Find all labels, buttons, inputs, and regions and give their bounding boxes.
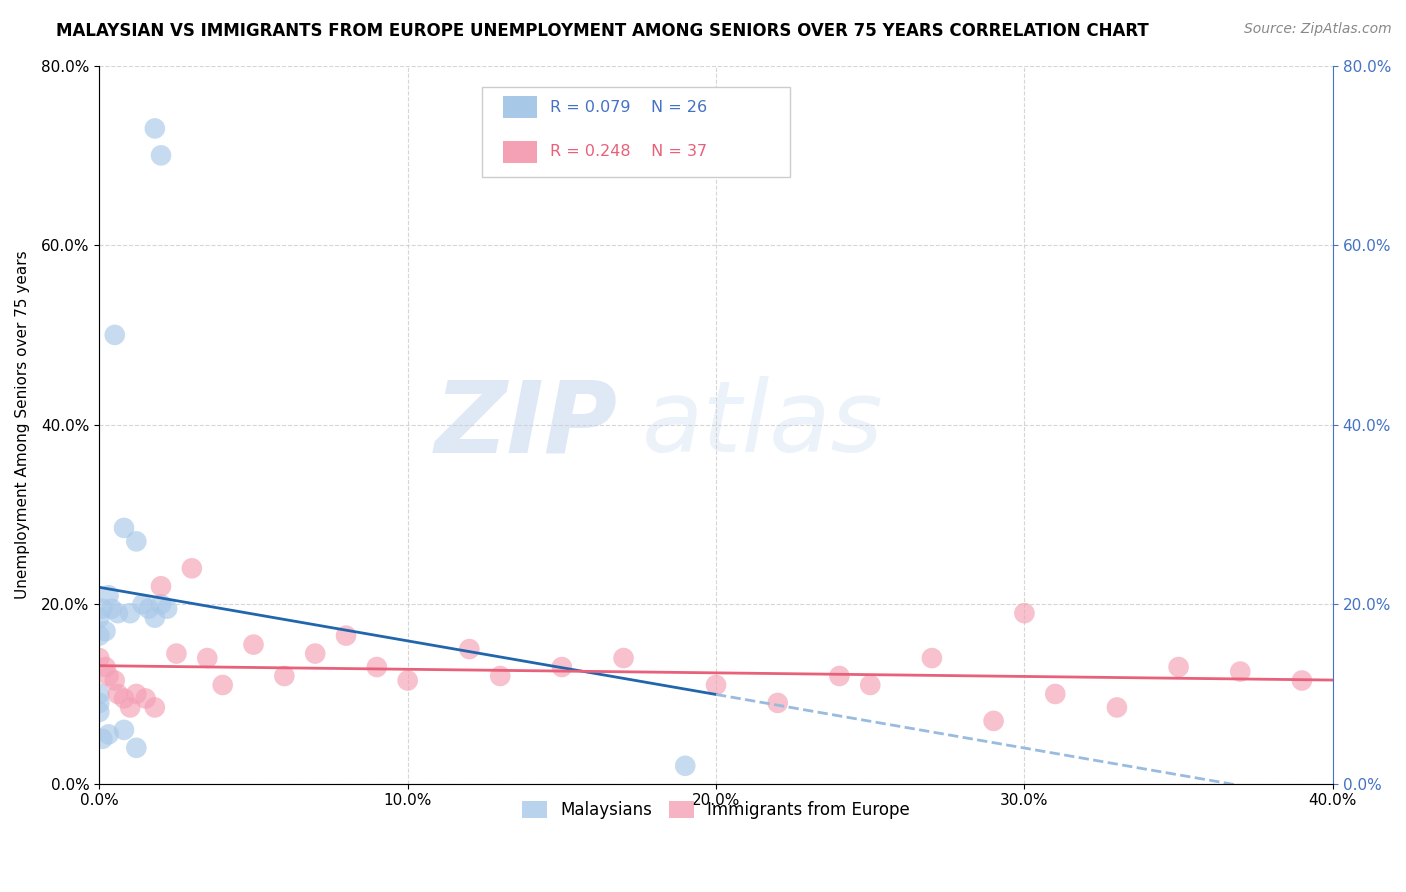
Point bbox=[89, 687, 111, 701]
Point bbox=[135, 691, 157, 706]
Point bbox=[125, 740, 148, 755]
Point bbox=[150, 579, 173, 593]
Point bbox=[150, 597, 173, 611]
Point bbox=[89, 696, 111, 710]
Point bbox=[704, 678, 727, 692]
Point bbox=[138, 601, 160, 615]
Point bbox=[89, 629, 111, 643]
Point bbox=[112, 521, 135, 535]
Point bbox=[104, 673, 127, 688]
Point bbox=[143, 700, 166, 714]
Point bbox=[112, 723, 135, 737]
Legend: Malaysians, Immigrants from Europe: Malaysians, Immigrants from Europe bbox=[516, 794, 917, 826]
Point bbox=[125, 687, 148, 701]
Point bbox=[143, 610, 166, 624]
Point bbox=[921, 651, 943, 665]
Point bbox=[150, 148, 173, 162]
Point bbox=[100, 601, 122, 615]
Point bbox=[1291, 673, 1313, 688]
Point bbox=[104, 327, 127, 342]
Point bbox=[273, 669, 295, 683]
Text: MALAYSIAN VS IMMIGRANTS FROM EUROPE UNEMPLOYMENT AMONG SENIORS OVER 75 YEARS COR: MALAYSIAN VS IMMIGRANTS FROM EUROPE UNEM… bbox=[56, 22, 1149, 40]
Point bbox=[107, 687, 129, 701]
Bar bbox=[503, 96, 537, 118]
Point bbox=[335, 629, 357, 643]
Point bbox=[131, 597, 153, 611]
Point bbox=[97, 727, 120, 741]
Point bbox=[673, 758, 696, 772]
Point bbox=[859, 678, 882, 692]
Point bbox=[165, 647, 187, 661]
Point bbox=[89, 705, 111, 719]
Point bbox=[91, 731, 114, 746]
Point bbox=[195, 651, 218, 665]
Text: ZIP: ZIP bbox=[434, 376, 617, 473]
Bar bbox=[503, 141, 537, 162]
Point bbox=[97, 588, 120, 602]
Point bbox=[366, 660, 388, 674]
Point bbox=[489, 669, 512, 683]
Point bbox=[143, 121, 166, 136]
Point bbox=[304, 647, 326, 661]
Point bbox=[97, 669, 120, 683]
Text: Source: ZipAtlas.com: Source: ZipAtlas.com bbox=[1244, 22, 1392, 37]
Point bbox=[89, 610, 111, 624]
Point bbox=[91, 601, 114, 615]
FancyBboxPatch shape bbox=[482, 87, 790, 177]
Point bbox=[828, 669, 851, 683]
Point bbox=[551, 660, 574, 674]
Point bbox=[211, 678, 233, 692]
Point bbox=[1014, 606, 1036, 620]
Point bbox=[125, 534, 148, 549]
Point bbox=[766, 696, 789, 710]
Point bbox=[1045, 687, 1067, 701]
Point bbox=[612, 651, 634, 665]
Point bbox=[1167, 660, 1189, 674]
Point bbox=[89, 651, 111, 665]
Point bbox=[983, 714, 1005, 728]
Text: R = 0.079    N = 26: R = 0.079 N = 26 bbox=[550, 100, 707, 115]
Text: atlas: atlas bbox=[643, 376, 884, 473]
Point bbox=[156, 601, 179, 615]
Point bbox=[458, 642, 481, 657]
Point bbox=[94, 624, 117, 639]
Point bbox=[396, 673, 419, 688]
Point bbox=[107, 606, 129, 620]
Text: R = 0.248    N = 37: R = 0.248 N = 37 bbox=[550, 145, 707, 160]
Point bbox=[1229, 665, 1251, 679]
Point bbox=[112, 691, 135, 706]
Point bbox=[120, 606, 142, 620]
Point bbox=[242, 638, 264, 652]
Point bbox=[94, 660, 117, 674]
Point bbox=[120, 700, 142, 714]
Point bbox=[1105, 700, 1128, 714]
Y-axis label: Unemployment Among Seniors over 75 years: Unemployment Among Seniors over 75 years bbox=[15, 251, 30, 599]
Point bbox=[180, 561, 202, 575]
